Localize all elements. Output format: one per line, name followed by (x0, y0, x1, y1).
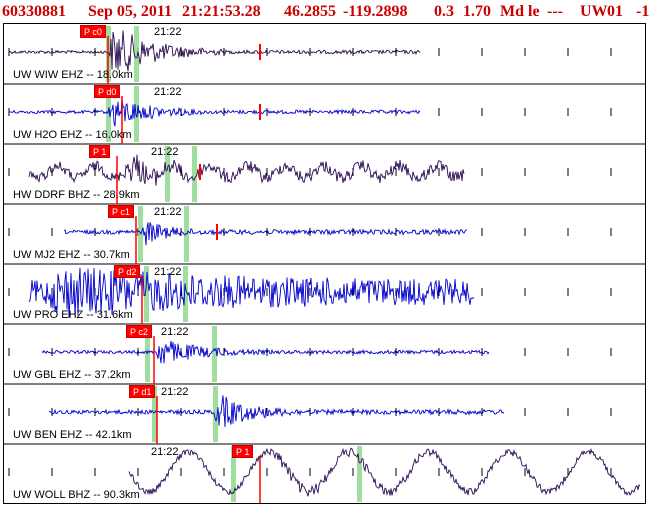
time-label: 21:22 (161, 326, 189, 338)
time-label: 21:22 (154, 26, 182, 38)
trace-label: UW PRO EHZ -- 31.6km (13, 309, 133, 321)
trace-label: UW BEN EHZ -- 42.1km (13, 429, 132, 441)
trace-label: HW DDRF BHZ -- 28.9km (13, 189, 140, 201)
phase-marker[interactable] (231, 446, 236, 502)
event-header: 60330881 Sep 05, 2011 21:21:53.28 46.285… (0, 0, 649, 24)
waveform (41, 341, 490, 364)
coda-marker[interactable] (259, 44, 261, 60)
phase-marker[interactable] (192, 146, 197, 202)
pick-flag[interactable]: P d1 (129, 385, 156, 398)
event-lon: -119.2898 (343, 3, 408, 20)
event-type: le (528, 3, 540, 20)
event-time: 21:21:53.28 (182, 3, 261, 20)
trace-label: UW MJ2 EHZ -- 30.7km (13, 249, 130, 261)
trace-6[interactable] (4, 386, 645, 445)
waveform (8, 98, 421, 127)
trace-4[interactable] (4, 266, 645, 325)
pick-flag[interactable]: P 1 (232, 445, 254, 458)
phase-marker[interactable] (183, 266, 188, 322)
phase-marker[interactable] (213, 386, 218, 442)
phase-marker[interactable] (357, 446, 362, 502)
event-extra: --- (547, 3, 563, 20)
pick-flag[interactable]: P d0 (94, 85, 121, 98)
event-id: 60330881 (2, 3, 66, 20)
coda-marker[interactable] (259, 104, 261, 120)
trace-label: UW WIW EHZ -- 18.0km (13, 69, 133, 81)
waveform (8, 30, 421, 72)
phase-marker[interactable] (152, 386, 157, 442)
pick-flag[interactable]: P c0 (80, 25, 106, 38)
phase-marker[interactable] (145, 326, 150, 382)
trace-label: UW H2O EHZ -- 16.0km (13, 129, 132, 141)
phase-marker[interactable] (134, 26, 139, 82)
coda-marker[interactable] (216, 224, 218, 240)
trace-2[interactable] (4, 146, 645, 205)
seismogram-panel[interactable]: UW WIW EHZ -- 18.0km P c0 21:22 UW H2O EHZ … (3, 23, 646, 504)
coda-marker[interactable] (199, 164, 201, 180)
phase-marker[interactable] (138, 206, 143, 262)
event-network: UW (580, 3, 608, 20)
pick-flag[interactable]: P c1 (108, 205, 134, 218)
trace-1[interactable] (4, 86, 645, 145)
time-label: 21:22 (154, 206, 182, 218)
event-mag-type: Md (500, 3, 524, 20)
pick-flag[interactable]: P d2 (114, 265, 141, 278)
time-label: 21:22 (154, 266, 182, 278)
waveform (28, 267, 475, 318)
event-magnitude: 1.70 (463, 3, 491, 20)
pick-flag[interactable]: P 1 (89, 145, 111, 158)
waveform (28, 154, 465, 186)
time-label: 21:22 (154, 86, 182, 98)
trace-7[interactable] (4, 446, 645, 503)
waveform-canvas[interactable] (4, 24, 645, 503)
trace-0[interactable] (4, 26, 645, 85)
phase-marker[interactable] (144, 266, 149, 322)
trace-label: UW WOLL BHZ -- 90.3km (13, 489, 140, 501)
trace-label: UW GBL EHZ -- 37.2km (13, 369, 131, 381)
event-date: Sep 05, 2011 (88, 3, 173, 20)
waveform (48, 395, 505, 428)
event-lat: 46.2855 (284, 3, 336, 20)
time-label: 21:22 (151, 146, 179, 158)
event-version: 01 (607, 3, 623, 20)
phase-marker[interactable] (212, 326, 217, 382)
phase-marker[interactable] (165, 146, 170, 202)
time-label: 21:22 (151, 446, 179, 458)
phase-marker[interactable] (106, 86, 111, 142)
trace-5[interactable] (4, 326, 645, 385)
time-label: 21:22 (161, 386, 189, 398)
event-depth: 0.3 (434, 3, 454, 20)
waveform (63, 222, 468, 246)
trace-3[interactable] (4, 206, 645, 265)
pick-flag[interactable]: P c2 (126, 325, 152, 338)
event-trailing: -1 (636, 3, 649, 20)
phase-marker[interactable] (134, 86, 139, 142)
waveform (128, 447, 641, 497)
